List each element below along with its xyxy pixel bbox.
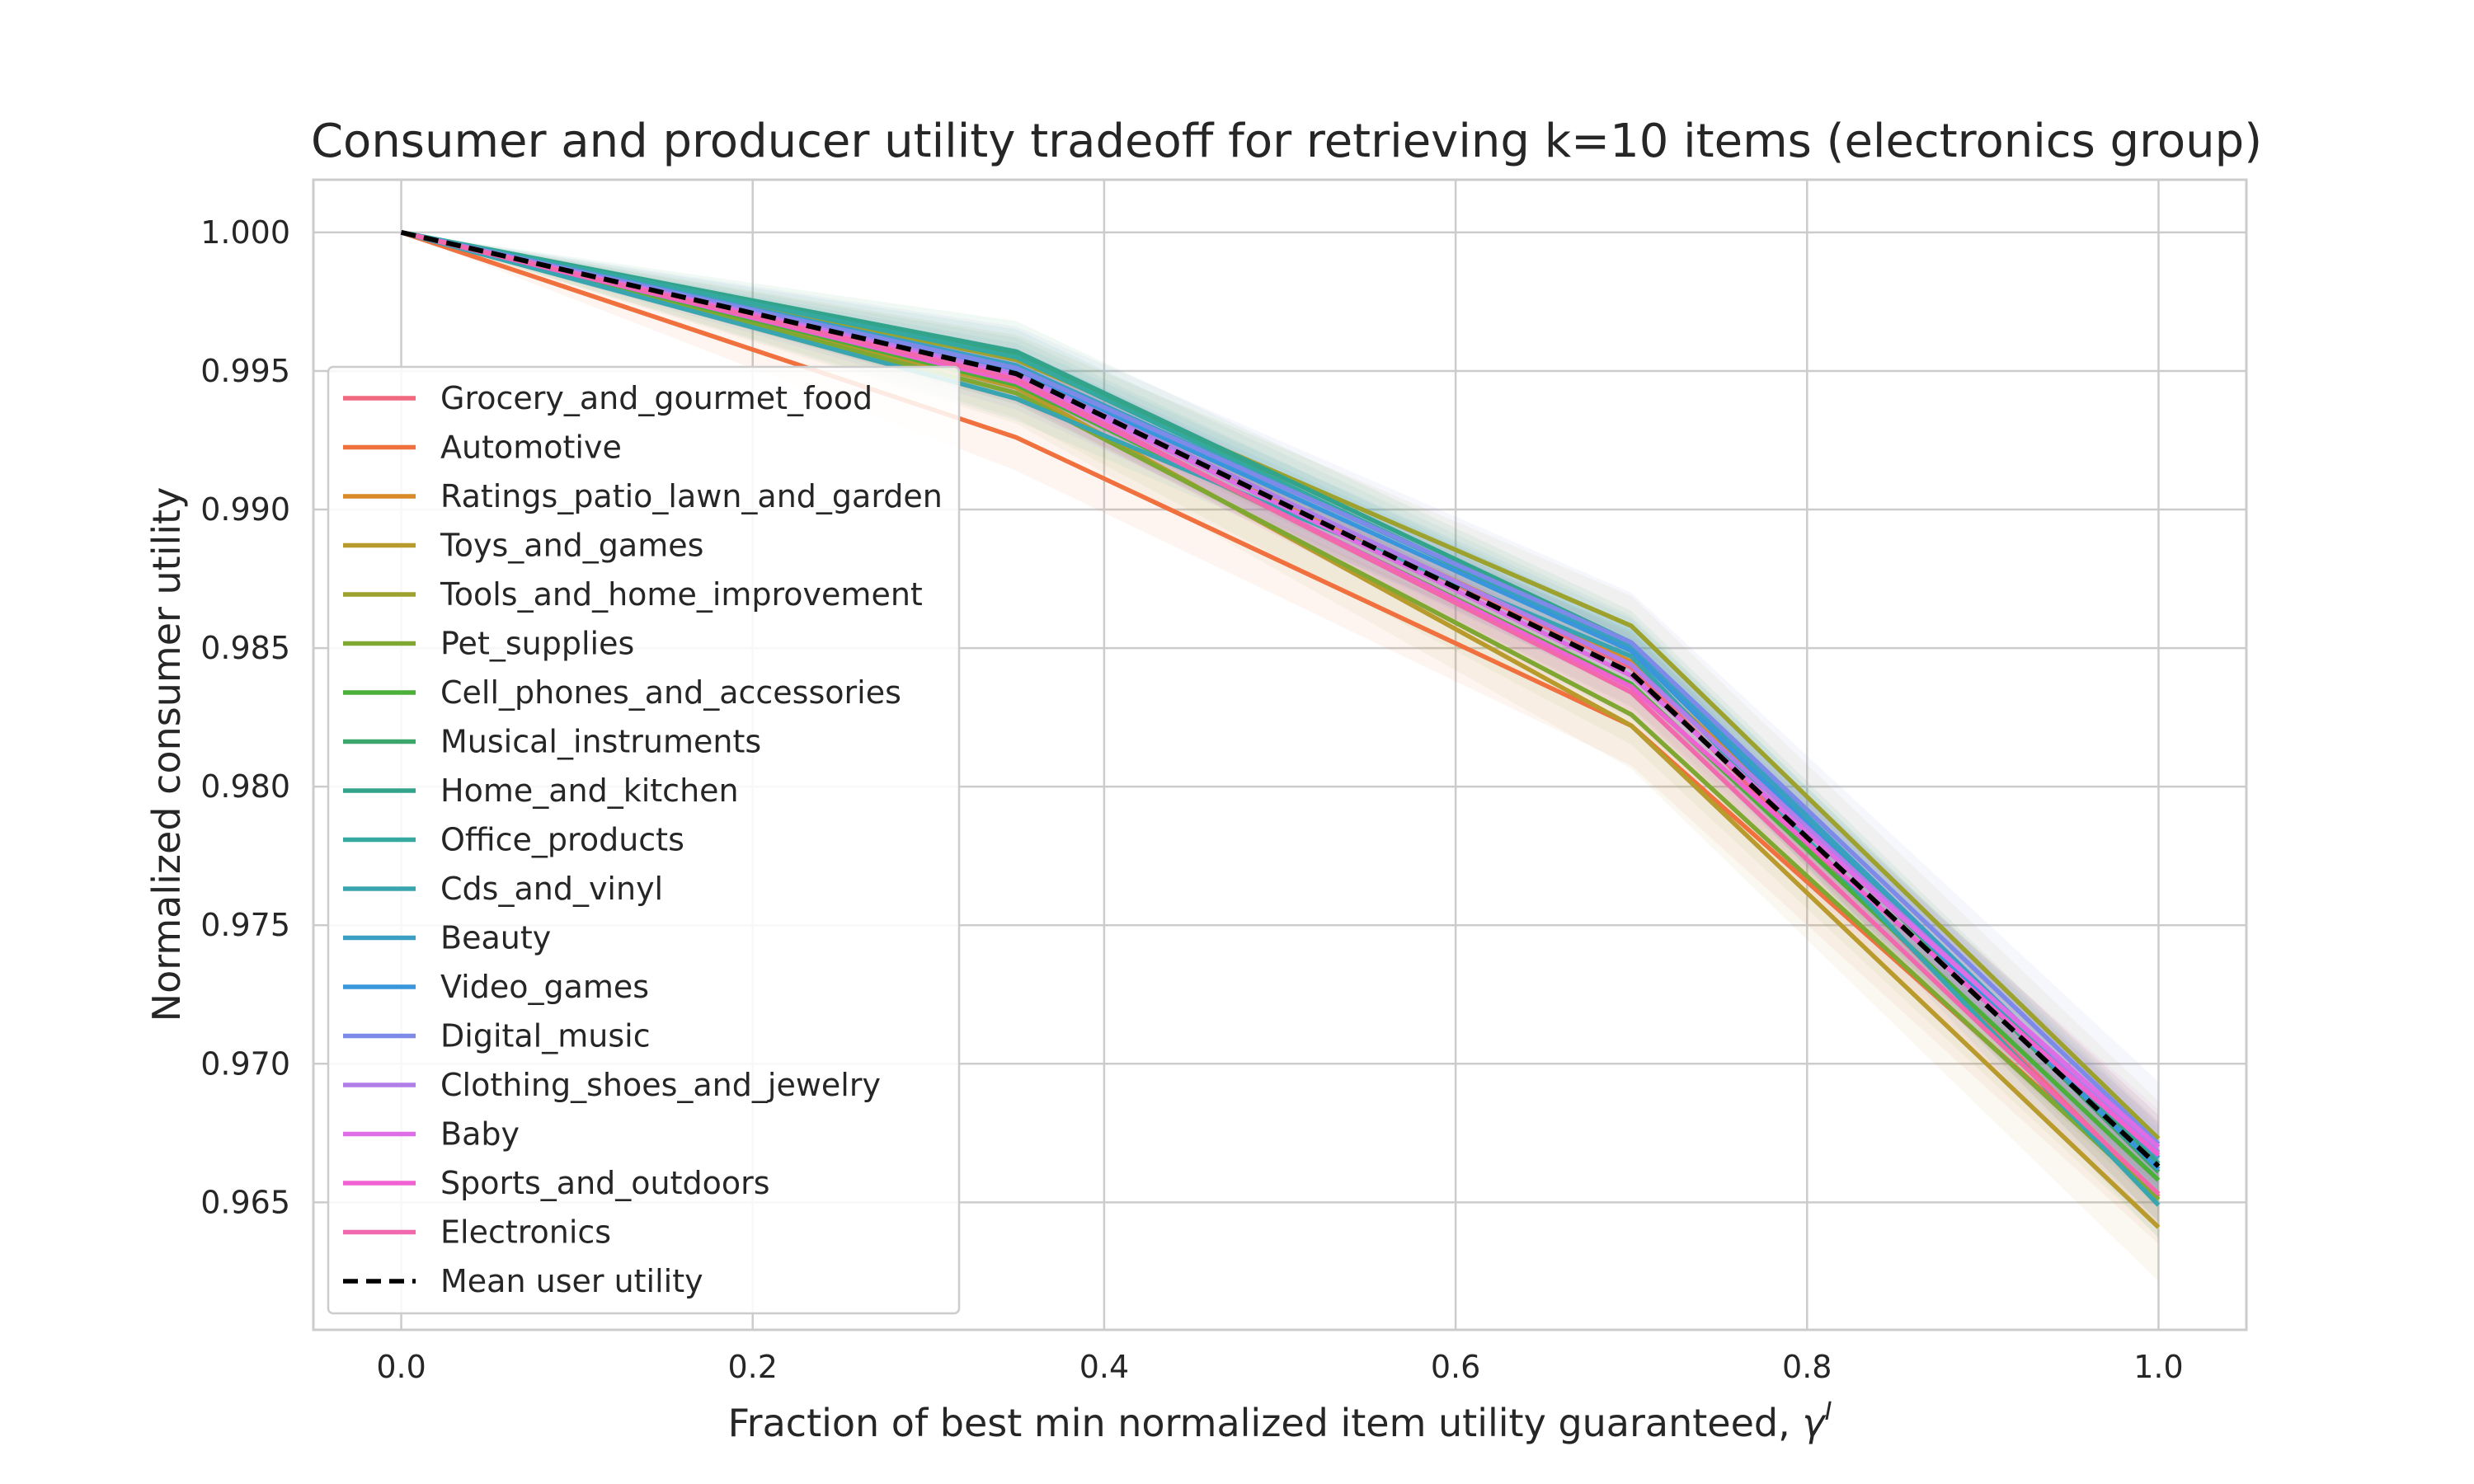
series-line [400,230,2161,1146]
x-tick-label: 0.8 [1782,1349,1832,1385]
legend-label: Sports_and_outdoors [440,1165,770,1201]
y-tick-label: 0.985 [200,630,290,666]
x-tick-label: 0.4 [1079,1349,1129,1385]
x-axis-label-superscript: I [1825,1397,1832,1426]
legend-label: Toys_and_games [440,528,703,564]
axis-ticks: 0.0 0.2 0.4 0.6 0.8 1.0 1.000 0.995 0.990 0.985 0.… [200,214,2183,1385]
legend-label: Tools_and_home_improvement [440,576,923,613]
chart-title: Consumer and producer utility tradeoff f… [311,115,2262,168]
legend-label: Grocery_and_gourmet_food [440,380,872,416]
plot-frame [312,178,2248,1331]
series-lines [400,229,2161,1229]
legend-items: Grocery_and_gourmet_food Automotive Rating… [343,380,943,1299]
y-tick-label: 0.990 [200,491,290,528]
legend-label: Digital_music [440,1018,651,1054]
legend-label: Cds_and_vinyl [440,871,663,907]
series-line [400,230,2161,1196]
legend-label: Pet_supplies [440,626,634,662]
legend-label: Video_games [440,969,649,1005]
legend-label: Cell_phones_and_accessories [440,674,901,711]
series-line [400,230,2161,1202]
x-axis-label-symbol: γ [1802,1401,1827,1445]
legend-label: Mean user utility [440,1263,703,1299]
legend-label: Automotive [440,430,622,466]
legend-label: Ratings_patio_lawn_and_garden [440,478,943,514]
y-tick-label: 1.000 [200,214,290,251]
y-tick-label: 0.975 [200,907,290,943]
legend-label: Electronics [440,1214,611,1251]
legend: Grocery_and_gourmet_food Automotive Rating… [327,365,961,1315]
x-tick-label: 0.0 [376,1349,426,1385]
y-axis-label: Normalized consumer utility [144,487,189,1022]
legend-label: Beauty [440,920,551,956]
mean-line [400,229,2161,1168]
legend-box [327,365,961,1315]
legend-label: Home_and_kitchen [440,773,739,809]
legend-label: Baby [440,1116,520,1153]
y-tick-label: 0.970 [200,1045,290,1082]
x-axis-label: Fraction of best min normalized item uti… [728,1397,1832,1445]
legend-label: Clothing_shoes_and_jewelry [440,1067,881,1103]
x-tick-label: 0.6 [1431,1349,1480,1385]
x-axis-label-text: Fraction of best min normalized item uti… [728,1401,1803,1445]
legend-label: Musical_instruments [440,724,761,760]
legend-label: Office_products [440,822,684,858]
y-tick-label: 0.980 [200,768,290,805]
y-tick-label: 0.995 [200,353,290,389]
y-tick-label: 0.965 [200,1184,290,1220]
x-tick-label: 0.2 [728,1349,778,1385]
x-tick-label: 1.0 [2133,1349,2183,1385]
